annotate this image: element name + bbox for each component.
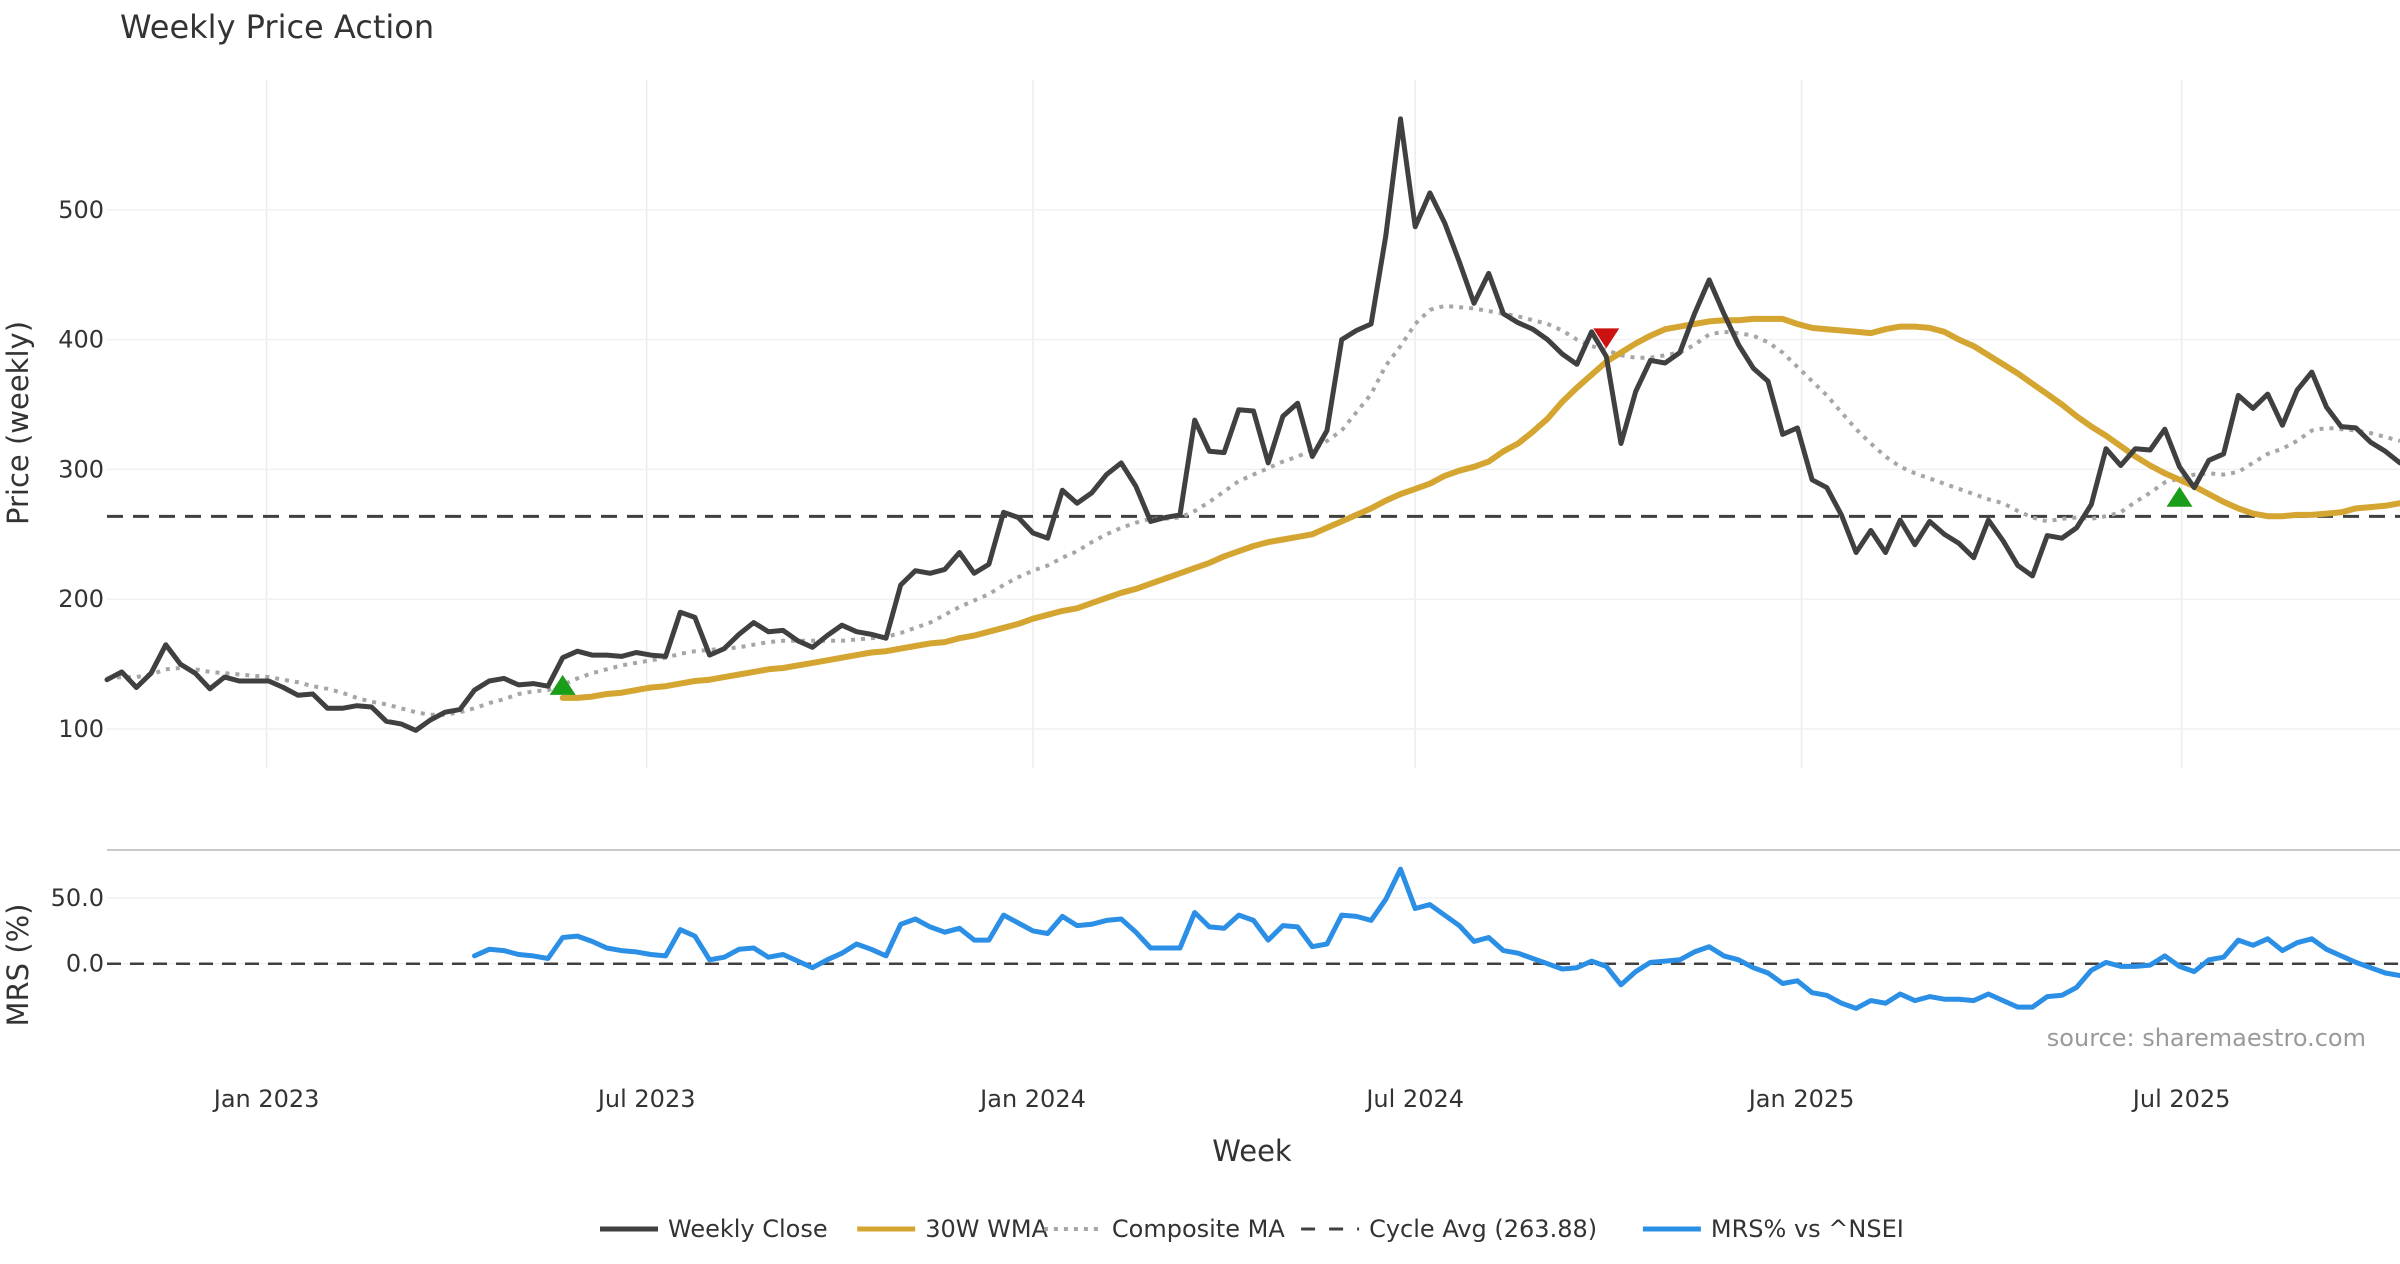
series-line-30w-wma — [563, 319, 2400, 698]
price-y-tick-label: 300 — [58, 455, 104, 483]
legend-item-cycle-avg-263-88: Cycle Avg (263.88) — [1301, 1215, 1597, 1243]
legend-label: Weekly Close — [668, 1215, 828, 1243]
x-tick-label: Jan 2025 — [1747, 1085, 1855, 1113]
legend: Weekly Close 30W WMA Composite MA Cycle Avg… — [600, 1215, 1904, 1243]
legend-item-mrs-vs-nsei: MRS% vs ^NSEI — [1643, 1215, 1904, 1243]
source-watermark: source: sharemaestro.com — [2047, 1024, 2366, 1052]
price-y-tick-label: 500 — [58, 196, 104, 224]
mrs-y-tick-label: 0.0 — [66, 950, 104, 978]
series-line-weekly-close — [107, 119, 2400, 731]
series-line-composite-ma — [107, 306, 2400, 715]
legend-item-30w-wma: 30W WMA — [857, 1215, 1048, 1243]
x-tick-label: Jul 2024 — [1364, 1085, 1464, 1113]
legend-label: Composite MA — [1112, 1215, 1285, 1243]
legend-item-composite-ma: Composite MA — [1044, 1215, 1285, 1243]
price-y-tick-label: 400 — [58, 326, 104, 354]
series — [107, 119, 2400, 1009]
reference-lines — [107, 516, 2400, 963]
buy-signal-marker — [2167, 487, 2193, 507]
mrs-axis-label: MRS (%) — [1, 904, 35, 1027]
axes: Jan 2023 Jul 2023 Jan 2024 Jul 2024 Jan 2025… — [51, 196, 2231, 1113]
chart-title: Weekly Price Action — [120, 8, 434, 46]
legend-label: 30W WMA — [925, 1215, 1048, 1243]
legend-label: Cycle Avg (263.88) — [1369, 1215, 1597, 1243]
mrs-y-tick-label: 50.0 — [51, 884, 104, 912]
legend-label: MRS% vs ^NSEI — [1711, 1215, 1904, 1243]
price-axis-label: Price (weekly) — [1, 321, 35, 525]
x-tick-label: Jan 2024 — [978, 1085, 1086, 1113]
grid — [107, 80, 2400, 964]
legend-item-weekly-close: Weekly Close — [600, 1215, 828, 1243]
x-axis-label: Week — [1212, 1134, 1292, 1168]
price-y-tick-label: 100 — [58, 715, 104, 743]
x-tick-label: Jul 2023 — [596, 1085, 696, 1113]
x-tick-label: Jul 2025 — [2131, 1085, 2231, 1113]
series-line-mrs-vs-nsei — [475, 869, 2400, 1008]
price-y-tick-label: 200 — [58, 585, 104, 613]
x-tick-label: Jan 2023 — [212, 1085, 320, 1113]
